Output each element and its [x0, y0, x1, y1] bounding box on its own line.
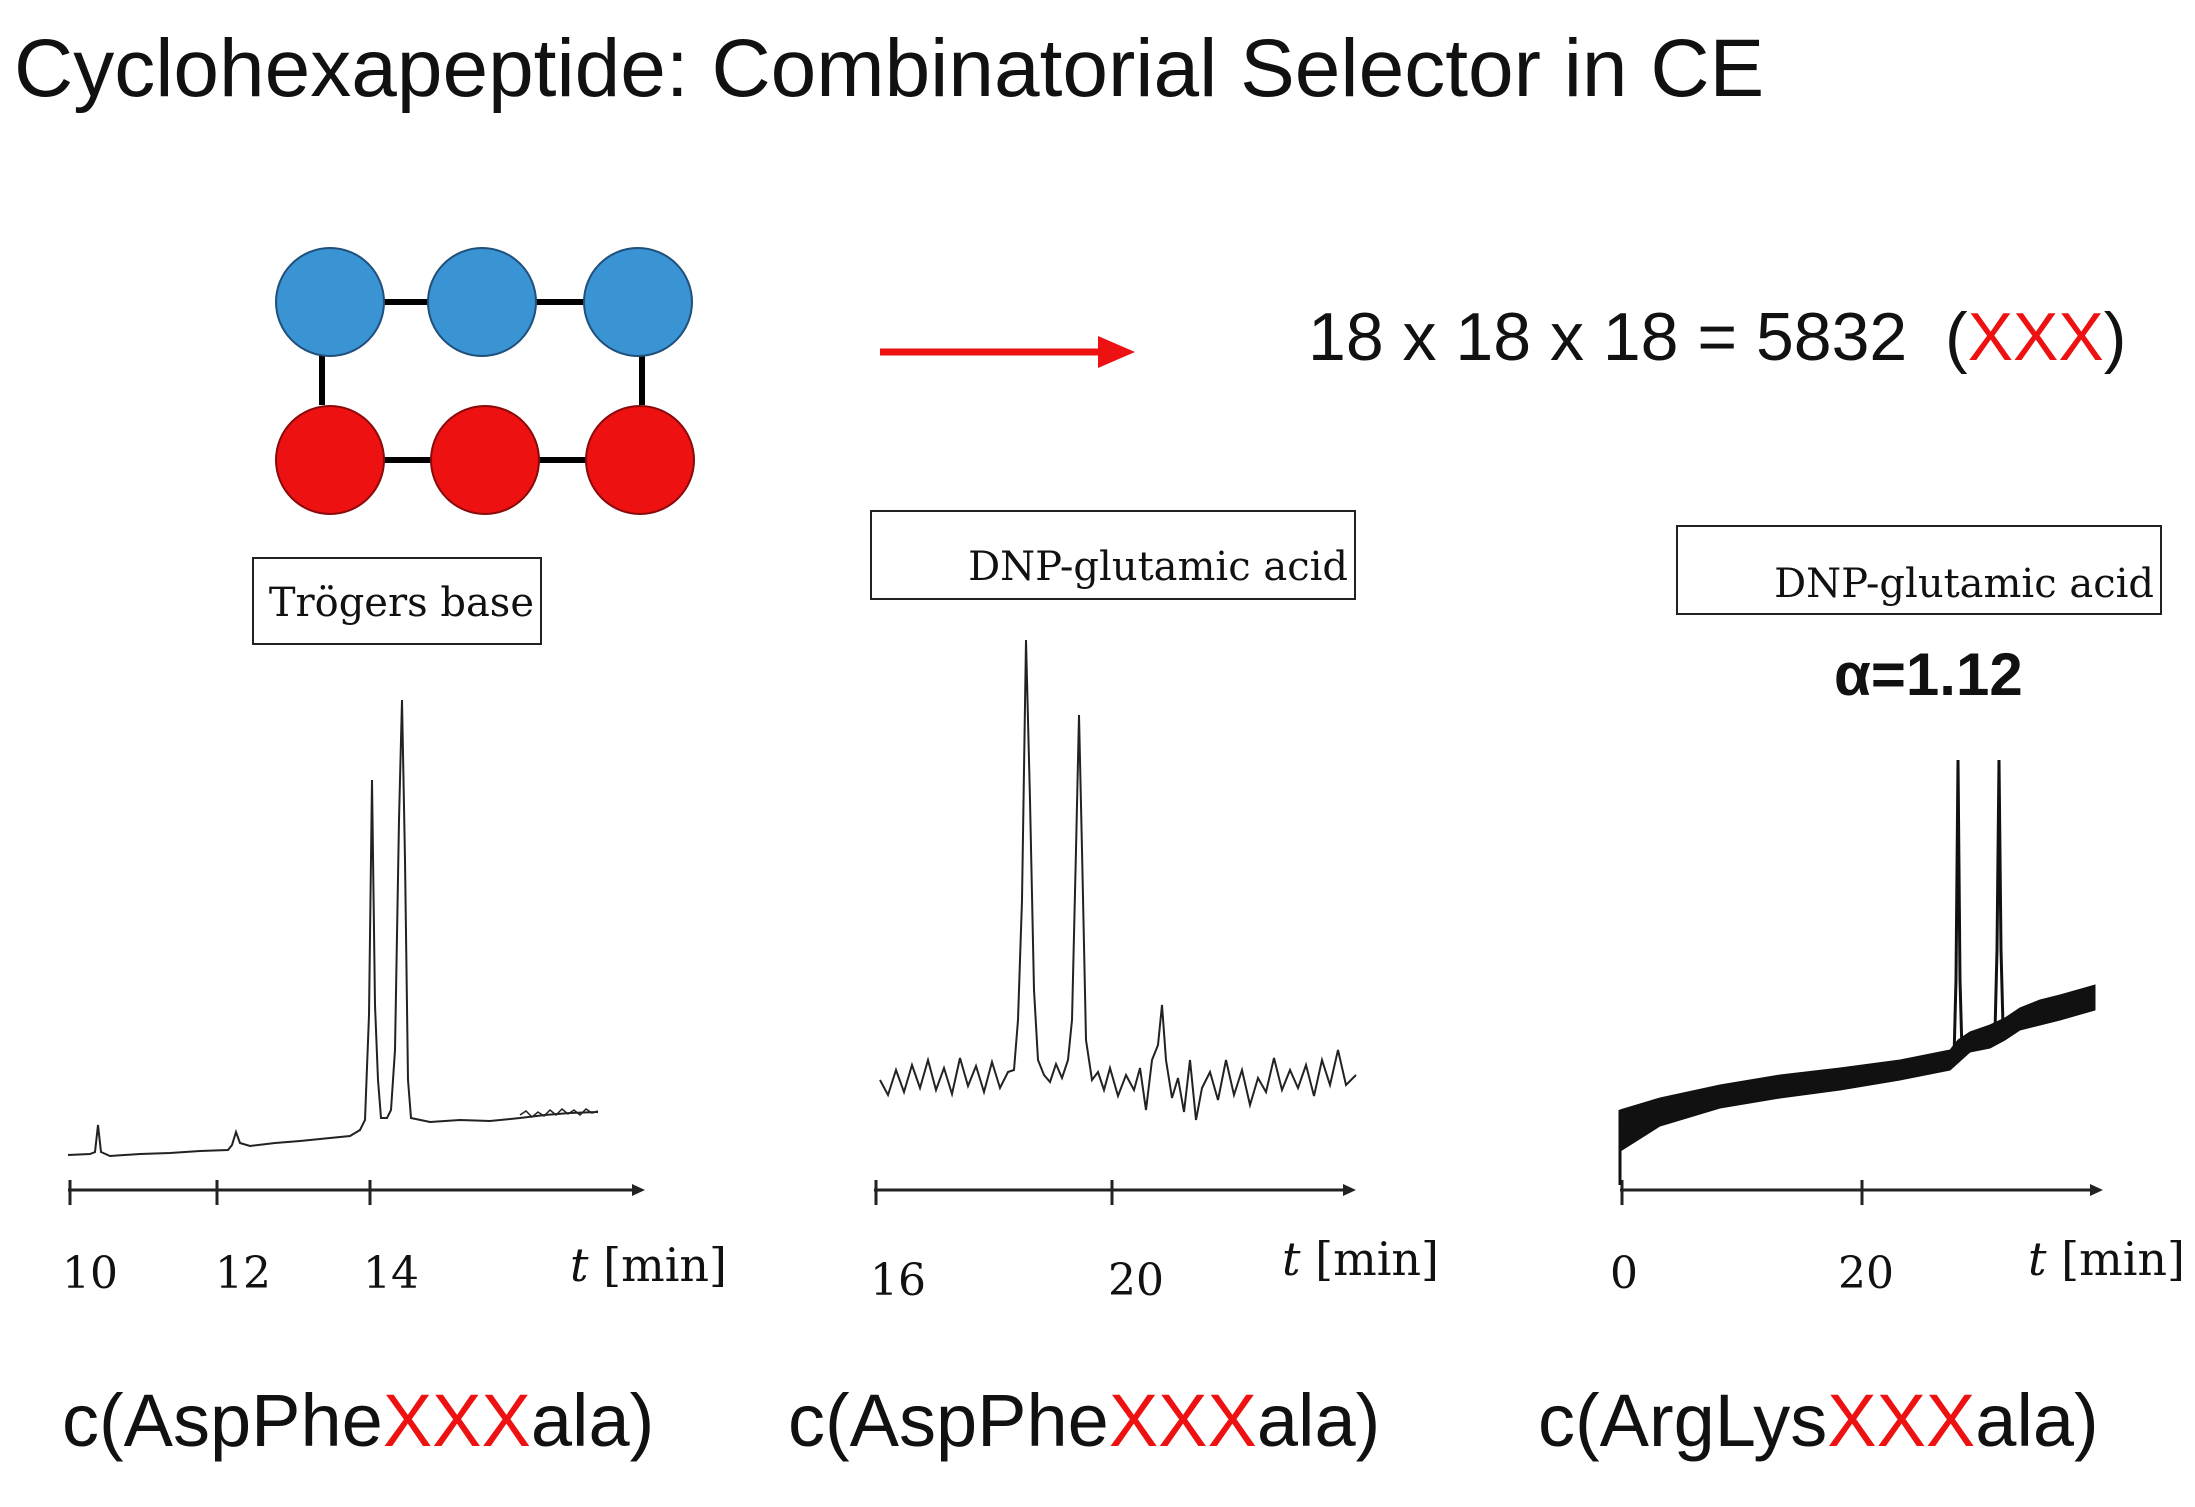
time-unit: [min] — [603, 1238, 727, 1292]
time-variable: t — [2028, 1232, 2047, 1286]
analyte-box-trogers-base: Trögers base — [252, 557, 542, 645]
trace-band — [1619, 984, 2096, 1151]
caption-prefix: c(AspPhe — [788, 1379, 1109, 1462]
trace-line — [879, 639, 1357, 1121]
blue-residue-node — [275, 247, 385, 357]
caption-variable: XXX — [1108, 1379, 1257, 1462]
tick-label: 0 — [1610, 1248, 1638, 1299]
time-variable: t — [1282, 1232, 1301, 1286]
electropherogram-panel-2 — [874, 639, 1357, 1205]
formula-main: 18 x 18 x 18 = 5832 — [1308, 299, 1908, 375]
electropherogram-panel-1 — [67, 699, 645, 1205]
blue-residue-node — [583, 247, 693, 357]
caption-prefix: c(AspPhe — [62, 1379, 383, 1462]
caption-variable: XXX — [1827, 1379, 1976, 1462]
tick-label: 20 — [1108, 1255, 1164, 1306]
tick-label: 16 — [870, 1255, 926, 1306]
electropherogram-panel-3 — [1618, 759, 2103, 1205]
trace-line — [67, 699, 599, 1158]
caption-suffix: ala) — [1975, 1379, 2099, 1462]
time-unit: [min] — [2061, 1232, 2185, 1286]
caption-prefix: c(ArgLys — [1538, 1379, 1828, 1462]
time-axis-label: t [min] — [1282, 1232, 1439, 1286]
trace-line — [1952, 759, 1964, 1059]
red-residue-node — [275, 405, 385, 515]
caption-peptide-3: c(ArgLysXXXala) — [1538, 1378, 2099, 1463]
tick-label: 20 — [1838, 1248, 1894, 1299]
tick-label: 12 — [215, 1248, 271, 1299]
analyte-box-dnp-glutamic-acid-1: DNP-glutamic acid — [870, 510, 1356, 600]
caption-suffix: ala) — [530, 1379, 655, 1462]
caption-suffix: ala) — [1256, 1379, 1381, 1462]
tick-label: 14 — [363, 1248, 419, 1299]
blue-residue-node — [427, 247, 537, 357]
red-residue-node — [430, 405, 540, 515]
caption-peptide-2: c(AspPheXXXala) — [788, 1378, 1380, 1463]
time-variable: t — [570, 1238, 589, 1292]
time-axis-label: t [min] — [570, 1238, 727, 1292]
tick-label: 10 — [62, 1248, 118, 1299]
combinatorial-formula: 18 x 18 x 18 = 5832 (XXX) — [1308, 298, 2126, 376]
formula-open: ( — [1945, 299, 1968, 375]
caption-variable: XXX — [382, 1379, 531, 1462]
analyte-box-dnp-glutamic-acid-2: DNP-glutamic acid — [1676, 525, 2162, 615]
time-axis-label: t [min] — [2028, 1232, 2185, 1286]
selectivity-alpha: α=1.12 — [1834, 641, 2023, 708]
slide-title: Cyclohexapeptide: Combinatorial Selector… — [14, 23, 1765, 114]
formula-close: ) — [2103, 299, 2127, 375]
caption-peptide-1: c(AspPheXXXala) — [62, 1378, 654, 1463]
red-residue-node — [585, 405, 695, 515]
formula-variable: XXX — [1967, 299, 2104, 375]
peptide-schematic — [275, 247, 695, 515]
time-unit: [min] — [1315, 1232, 1439, 1286]
red-arrow-icon — [880, 336, 1135, 368]
